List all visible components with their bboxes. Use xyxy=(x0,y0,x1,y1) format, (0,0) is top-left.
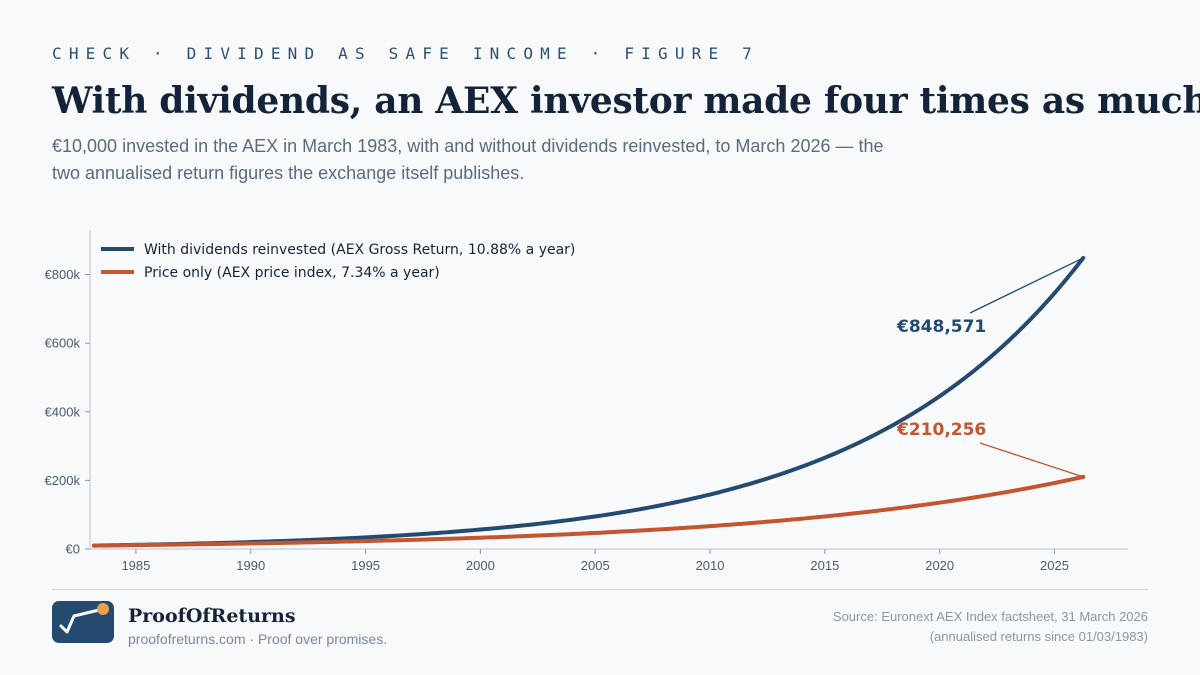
source-line: (annualised returns since 01/03/1983) xyxy=(929,629,1148,644)
series-line xyxy=(91,474,1086,548)
chart-title: With dividends, an AEX investor made fou… xyxy=(52,80,1200,122)
end-label-leader xyxy=(969,257,1084,314)
footer-divider xyxy=(52,589,1148,590)
chart-axes: €0 €200k €400k €600k €800k 1985 1990 1995 2000 20… xyxy=(45,230,1128,573)
y-tick-label: €600k xyxy=(45,336,81,351)
chart-legend: With dividends reinvested (AEX Gross Ret… xyxy=(101,242,575,281)
y-tick-label: €200k xyxy=(45,473,81,488)
brand-logo-icon xyxy=(52,601,114,643)
end-value-label: €210,256 xyxy=(896,420,986,440)
x-tick-label: 1985 xyxy=(121,558,150,573)
x-tick-label: 2010 xyxy=(696,558,725,573)
y-tick-label: €800k xyxy=(45,267,81,282)
chart-subtitle: €10,000 invested in the AEX in March 198… xyxy=(52,136,884,183)
x-tick-label: 2005 xyxy=(581,558,610,573)
x-tick-label: 2000 xyxy=(466,558,495,573)
chart-end-labels: €848,571 €210,256 xyxy=(896,257,1084,478)
source-note: Source: Euronext AEX Index factsheet, 31… xyxy=(833,607,1148,647)
end-value-label: €848,571 xyxy=(896,317,986,337)
y-tick-label: €0 xyxy=(66,542,80,557)
x-tick-label: 1995 xyxy=(351,558,380,573)
legend-entry-label: With dividends reinvested (AEX Gross Ret… xyxy=(144,242,575,258)
x-tick-label: 2025 xyxy=(1040,558,1069,573)
y-tick-label: €400k xyxy=(45,404,81,419)
legend-entry-label: Price only (AEX price index, 7.34% a yea… xyxy=(144,265,440,281)
chart-series xyxy=(91,255,1086,548)
source-line: Source: Euronext AEX Index factsheet, 31… xyxy=(832,609,1148,624)
end-label-leader xyxy=(979,442,1084,478)
eyebrow-label: CHECK · DIVIDEND AS SAFE INCOME · FIGURE… xyxy=(52,44,759,63)
x-tick-label: 2020 xyxy=(925,558,954,573)
x-tick-label: 2015 xyxy=(810,558,839,573)
brand-tagline: proofofreturns.com · Proof over promises… xyxy=(128,631,388,647)
brand-name: ProofOfReturns xyxy=(128,605,296,627)
x-tick-label: 1990 xyxy=(236,558,265,573)
